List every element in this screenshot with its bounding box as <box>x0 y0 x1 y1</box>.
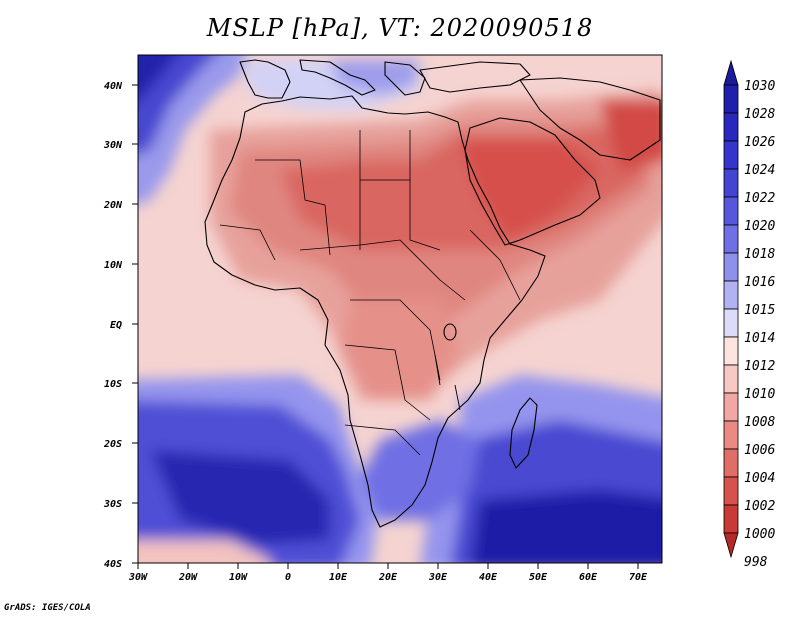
colorbar-bin <box>723 252 739 282</box>
colorbar-label: 1014 <box>744 331 775 346</box>
colorbar-bin <box>723 168 739 198</box>
credit-label: GrADS: IGES/COLA <box>4 603 91 613</box>
lon-tick-label: 20E <box>378 572 398 583</box>
colorbar: 1030 1028 1026 1024 1022 1020 1018 1016 1015 1014… <box>723 59 775 570</box>
colorbar-label: 1018 <box>744 247 775 262</box>
colorbar-bin <box>723 140 739 170</box>
colorbar-label: 1022 <box>744 191 775 206</box>
lat-tick-label: 20N <box>103 200 123 211</box>
colorbar-label: 1000 <box>744 527 775 542</box>
colorbar-label: 1006 <box>744 443 775 458</box>
colorbar-bin <box>723 364 739 394</box>
lon-tick-label: 10E <box>329 572 348 583</box>
colorbar-label: 1008 <box>744 415 775 430</box>
lon-tick-label: 60E <box>579 572 598 583</box>
lat-tick-label: 10S <box>104 379 122 390</box>
colorbar-label: 1012 <box>744 359 775 374</box>
colorbar-bin <box>723 224 739 254</box>
lon-tick-label: 40E <box>479 572 498 583</box>
lat-tick-label: EQ <box>110 320 122 331</box>
lat-tick-label: 10N <box>104 260 123 271</box>
colorbar-bin <box>723 420 739 450</box>
map-frame <box>137 54 663 564</box>
colorbar-label: 1002 <box>744 499 775 514</box>
lat-tick-label: 30N <box>103 140 123 151</box>
colorbar-label: 1030 <box>744 79 775 94</box>
colorbar-bin <box>723 504 739 534</box>
colorbar-label: 1015 <box>744 303 775 318</box>
lat-tick-label: 40N <box>104 81 123 92</box>
colorbar-label: 1016 <box>744 275 775 290</box>
map-title: MSLP [hPa], VT: 2020090518 <box>206 14 594 42</box>
colorbar-min-arrow <box>723 532 739 559</box>
colorbar-bin <box>723 84 739 114</box>
colorbar-label: 1024 <box>744 163 775 178</box>
lon-tick-label: 0 <box>285 572 291 583</box>
lon-tick-label: 30W <box>128 572 148 583</box>
colorbar-bin <box>723 448 739 478</box>
lon-tick-label: 30E <box>428 572 448 583</box>
colorbar-label: 1004 <box>744 471 775 486</box>
colorbar-label: 1010 <box>744 387 775 402</box>
lon-tick-label: 70E <box>629 572 648 583</box>
lat-tick-label: 20S <box>103 439 122 450</box>
lat-tick-label: 40S <box>104 559 122 570</box>
colorbar-bin <box>723 112 739 142</box>
coastlines <box>204 59 661 528</box>
lon-axis: 30W 20W 10W 0 10E 20E 30E 40E 50E 60E 70… <box>128 572 648 583</box>
colorbar-bin <box>723 476 739 506</box>
colorbar-label: 1026 <box>744 135 775 150</box>
colorbar-label: 1020 <box>744 219 775 234</box>
colorbar-label: 1028 <box>744 107 775 122</box>
colorbar-bin <box>723 336 739 366</box>
lon-tick-label: 20W <box>178 572 198 583</box>
colorbar-bin <box>723 392 739 422</box>
lat-tick-label: 30S <box>103 499 122 510</box>
lon-tick-label: 10W <box>229 572 248 583</box>
pressure-field <box>138 55 662 563</box>
lon-tick-label: 50E <box>529 572 548 583</box>
colorbar-bin <box>723 280 739 310</box>
colorbar-bin <box>723 308 739 338</box>
colorbar-label: 998 <box>744 555 768 570</box>
lat-axis: 40N 30N 20N 10N EQ 10S 20S 30S 40S <box>103 81 123 570</box>
colorbar-bin <box>723 196 739 226</box>
colorbar-max-arrow <box>723 59 739 86</box>
